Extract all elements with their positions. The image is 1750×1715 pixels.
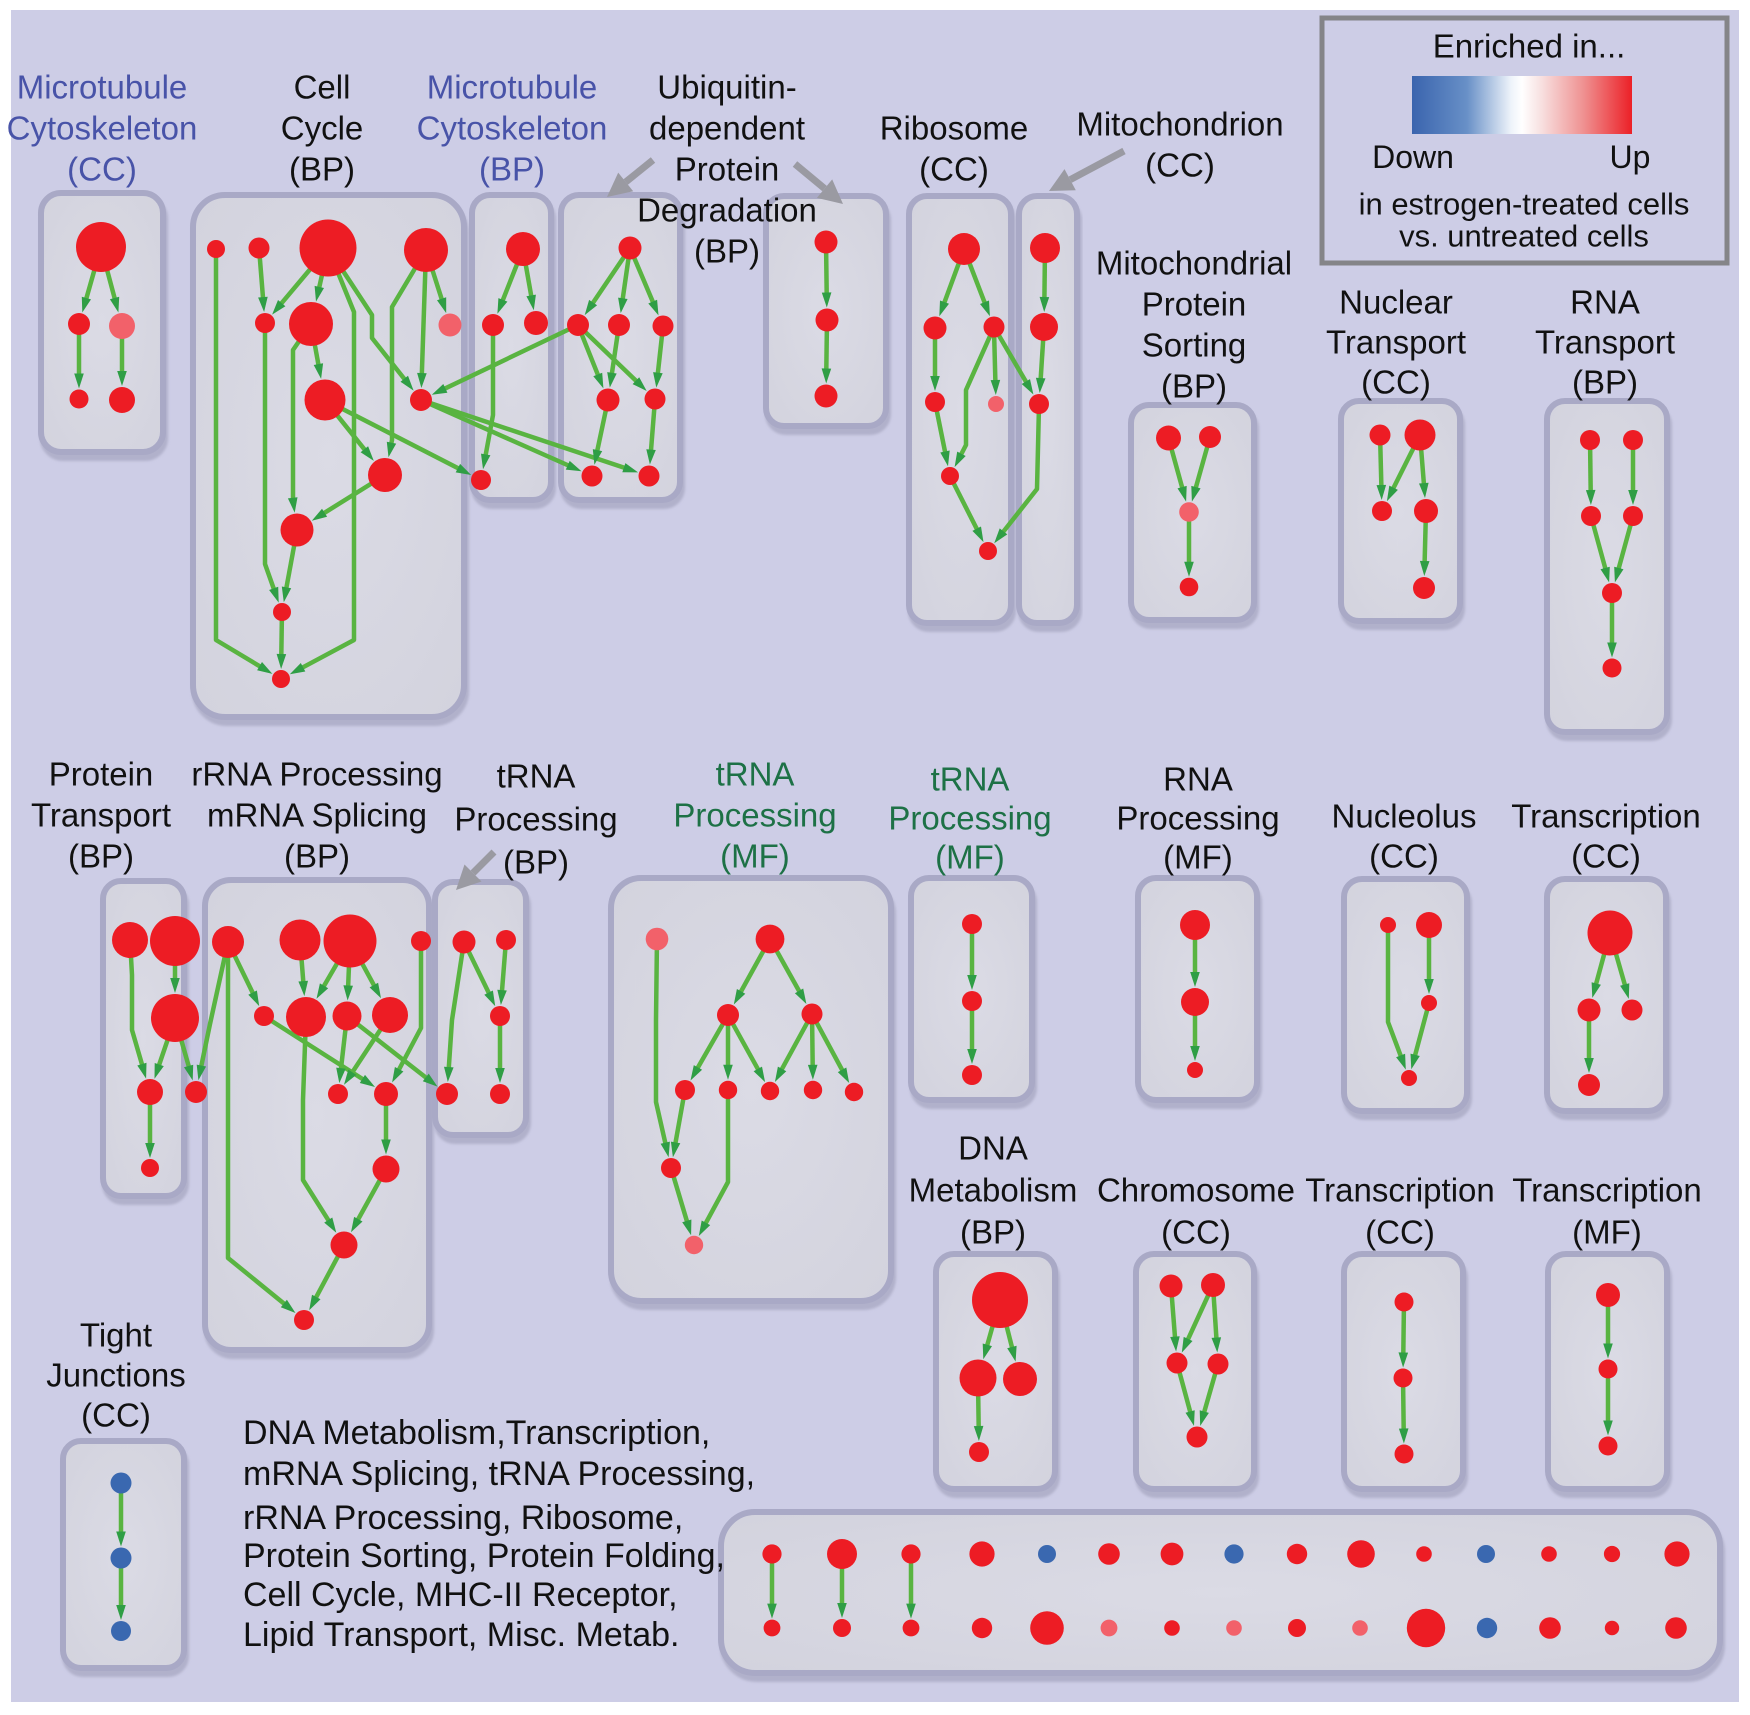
svg-text:Transcription: Transcription xyxy=(1511,798,1701,835)
svg-text:mRNA Splicing: mRNA Splicing xyxy=(207,797,427,834)
svg-text:(CC): (CC) xyxy=(1145,147,1215,184)
svg-text:(MF): (MF) xyxy=(935,839,1005,876)
svg-text:Transport: Transport xyxy=(1535,324,1675,361)
svg-text:Protein Sorting, Protein Foldi: Protein Sorting, Protein Folding, xyxy=(243,1537,725,1575)
svg-text:tRNA: tRNA xyxy=(716,756,795,793)
svg-text:Mitochondrion: Mitochondrion xyxy=(1076,106,1283,143)
svg-text:Nuclear: Nuclear xyxy=(1339,284,1453,321)
svg-text:Transcription: Transcription xyxy=(1512,1172,1702,1209)
svg-text:Microtubule: Microtubule xyxy=(17,69,188,106)
svg-text:Cell: Cell xyxy=(294,69,351,106)
svg-text:Ribosome: Ribosome xyxy=(880,110,1029,147)
svg-text:(CC): (CC) xyxy=(1369,838,1439,875)
svg-text:(BP): (BP) xyxy=(68,838,134,875)
svg-text:(CC): (CC) xyxy=(1365,1214,1435,1251)
svg-text:Sorting: Sorting xyxy=(1142,327,1247,364)
svg-text:Tight: Tight xyxy=(80,1317,152,1354)
svg-text:dependent: dependent xyxy=(649,110,805,147)
svg-text:Degradation: Degradation xyxy=(637,192,817,229)
svg-text:(BP): (BP) xyxy=(479,151,545,188)
svg-text:Junctions: Junctions xyxy=(46,1357,185,1394)
svg-text:vs. untreated cells: vs. untreated cells xyxy=(1399,219,1649,254)
svg-text:(CC): (CC) xyxy=(81,1397,151,1434)
svg-text:(BP): (BP) xyxy=(284,838,350,875)
svg-text:Up: Up xyxy=(1610,139,1651,175)
svg-text:Cell Cycle, MHC-II Receptor,: Cell Cycle, MHC-II Receptor, xyxy=(243,1576,678,1614)
svg-text:(BP): (BP) xyxy=(503,844,569,881)
svg-text:(CC): (CC) xyxy=(67,151,137,188)
svg-text:(CC): (CC) xyxy=(1161,1214,1231,1251)
svg-text:mRNA Splicing, tRNA Processing: mRNA Splicing, tRNA Processing, xyxy=(243,1455,755,1493)
svg-text:Ubiquitin-: Ubiquitin- xyxy=(657,69,796,106)
svg-text:in estrogen-treated cells: in estrogen-treated cells xyxy=(1359,187,1690,222)
svg-text:RNA: RNA xyxy=(1163,761,1233,798)
svg-text:Processing: Processing xyxy=(888,800,1051,837)
svg-text:Protein: Protein xyxy=(675,151,780,188)
svg-text:Protein: Protein xyxy=(49,756,154,793)
svg-text:(CC): (CC) xyxy=(919,151,989,188)
svg-text:tRNA: tRNA xyxy=(931,761,1010,798)
svg-text:Nucleolus: Nucleolus xyxy=(1332,798,1477,835)
svg-text:Processing: Processing xyxy=(673,797,836,834)
svg-text:(MF): (MF) xyxy=(1572,1214,1642,1251)
svg-text:Lipid Transport, Misc. Metab.: Lipid Transport, Misc. Metab. xyxy=(243,1616,680,1654)
svg-text:(MF): (MF) xyxy=(1163,839,1233,876)
svg-text:Transcription: Transcription xyxy=(1305,1172,1495,1209)
svg-text:(CC): (CC) xyxy=(1571,838,1641,875)
svg-text:DNA Metabolism,Transcription,: DNA Metabolism,Transcription, xyxy=(243,1414,710,1452)
svg-text:tRNA: tRNA xyxy=(497,758,576,795)
svg-text:Cytoskeleton: Cytoskeleton xyxy=(417,110,608,147)
svg-text:Cytoskeleton: Cytoskeleton xyxy=(7,110,198,147)
svg-text:Mitochondrial: Mitochondrial xyxy=(1096,245,1292,282)
svg-text:Transport: Transport xyxy=(31,797,171,834)
svg-text:Transport: Transport xyxy=(1326,324,1466,361)
svg-text:Chromosome: Chromosome xyxy=(1097,1172,1295,1209)
svg-text:Cycle: Cycle xyxy=(281,110,364,147)
svg-text:Enriched in...: Enriched in... xyxy=(1433,28,1626,65)
svg-text:(MF): (MF) xyxy=(720,838,790,875)
svg-text:(BP): (BP) xyxy=(289,151,355,188)
svg-text:Processing: Processing xyxy=(1116,800,1279,837)
svg-text:rRNA Processing: rRNA Processing xyxy=(191,756,442,793)
svg-text:RNA: RNA xyxy=(1570,284,1640,321)
svg-text:DNA: DNA xyxy=(958,1130,1028,1167)
svg-text:(CC): (CC) xyxy=(1361,364,1431,401)
svg-text:(BP): (BP) xyxy=(1572,364,1638,401)
svg-text:(BP): (BP) xyxy=(1161,368,1227,405)
svg-text:(BP): (BP) xyxy=(960,1214,1026,1251)
svg-text:rRNA Processing, Ribosome,: rRNA Processing, Ribosome, xyxy=(243,1499,683,1537)
svg-text:Processing: Processing xyxy=(454,801,617,838)
svg-text:Protein: Protein xyxy=(1142,286,1247,323)
svg-text:Metabolism: Metabolism xyxy=(909,1172,1078,1209)
svg-text:Microtubule: Microtubule xyxy=(427,69,598,106)
svg-text:Down: Down xyxy=(1372,139,1454,175)
svg-text:(BP): (BP) xyxy=(694,233,760,270)
